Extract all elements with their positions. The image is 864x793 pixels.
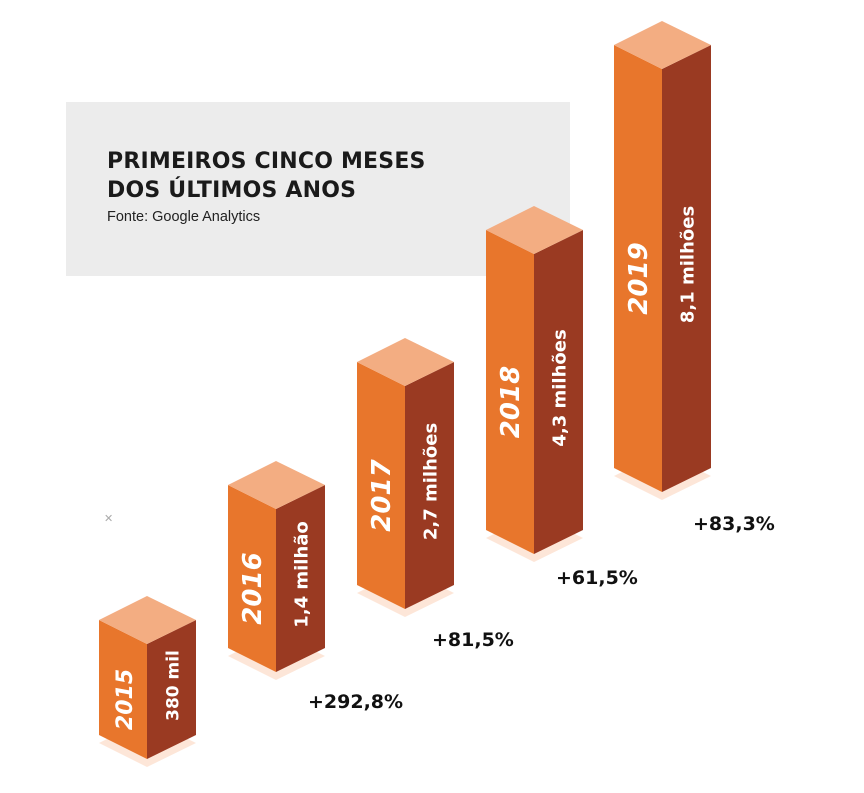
chart-title: PRIMEIROS CINCO MESES DOS ÚLTIMOS ANOS [107, 147, 426, 205]
growth-label-4: +83,3% [693, 513, 775, 535]
data-label-2019: 8,1 milhões [678, 206, 699, 323]
bar-top-2019 [614, 21, 711, 69]
chart-title-line-2: DOS ÚLTIMOS ANOS [107, 178, 357, 203]
bar-side-2017 [405, 362, 454, 609]
bar-side-2019 [662, 45, 711, 492]
bar-front-2016 [228, 485, 276, 672]
bar-front-2017 [357, 362, 405, 609]
bar-side-2016 [276, 485, 325, 672]
category-label-2016: 2016 [238, 552, 268, 624]
chart-source: Fonte: Google Analytics [107, 209, 261, 225]
data-label-2018: 4,3 milhões [550, 329, 571, 446]
category-label-2018: 2018 [496, 366, 526, 438]
bar-side-2015 [147, 620, 196, 759]
bar-top-2018 [486, 206, 583, 254]
bar-side-2018 [534, 230, 583, 554]
growth-label-1: +292,8% [308, 691, 403, 713]
bar-2019: 2019 8,1 milhões [614, 21, 711, 500]
chart-title-line-1: PRIMEIROS CINCO MESES [107, 149, 426, 174]
bar-2016: 2016 1,4 milhão [228, 461, 325, 680]
category-label-2015: 2015 [113, 669, 138, 730]
growth-label-3: +61,5% [556, 567, 638, 589]
bar-front-2018 [486, 230, 534, 554]
data-label-2017: 2,7 milhões [421, 423, 442, 540]
bar-2015: 2015 380 mil [99, 596, 196, 767]
bar-2018: 2018 4,3 milhões [486, 206, 583, 562]
growth-label-2: +81,5% [432, 629, 514, 651]
data-label-2016: 1,4 milhão [292, 521, 313, 628]
bar-top-2017 [357, 338, 454, 386]
data-label-2015: 380 mil [164, 650, 184, 721]
bar-front-2015 [99, 620, 147, 759]
bar-top-2015 [99, 596, 196, 644]
close-icon: ✕ [104, 512, 114, 525]
bar-2017: 2017 2,7 milhões [357, 338, 454, 617]
bar-top-2016 [228, 461, 325, 509]
category-label-2017: 2017 [367, 458, 397, 531]
bar-front-2019 [614, 45, 662, 492]
category-label-2019: 2019 [624, 242, 654, 314]
title-panel: PRIMEIROS CINCO MESES DOS ÚLTIMOS ANOS F… [66, 102, 570, 276]
